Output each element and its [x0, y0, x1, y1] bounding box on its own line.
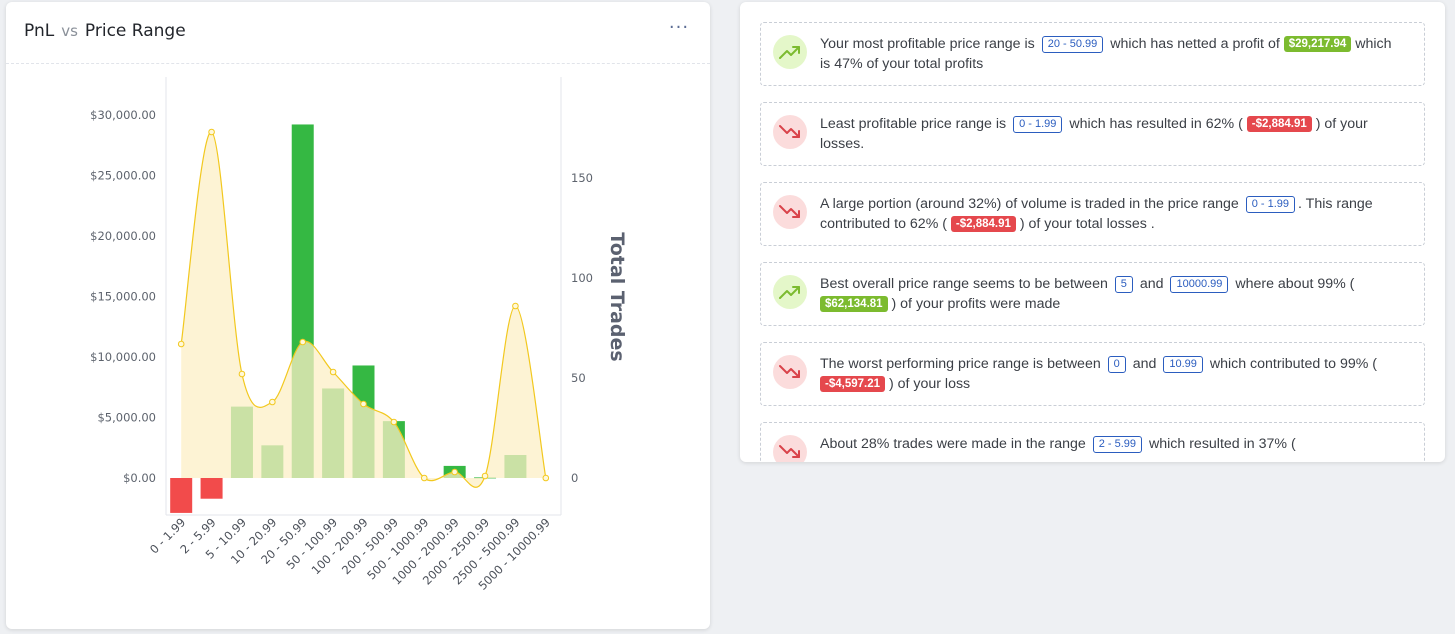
chart-area: $0.00 $5,000.00 $10,000.00 $15,000.00 $20,00…: [6, 65, 710, 625]
total-trades-point: [512, 302, 519, 310]
price-range-tag: 5: [1114, 276, 1133, 293]
insight-text-segment: A large portion (around 32%) of volume i…: [820, 196, 1243, 212]
total-trades-point: [329, 368, 337, 376]
insight-text-segment: and: [1128, 356, 1161, 372]
insight-text-segment: which resulted in 37% (: [1145, 436, 1296, 452]
price-range-tag: 0: [1107, 356, 1126, 373]
total-trades-point: [420, 474, 428, 482]
insight-text-segment: About 28% trades were made in the range: [820, 436, 1090, 452]
pnl-price-range-chart: $0.00 $5,000.00 $10,000.00 $15,000.00 $20,00…: [90, 77, 628, 593]
card-title: PnL vs Price Range: [24, 21, 186, 41]
more-options-button[interactable]: ···: [668, 19, 690, 40]
total-trades-area: [181, 131, 546, 488]
insights-list: Your most profitable price range is 20 -…: [760, 22, 1425, 462]
loss-badge: -$2,884.91: [950, 216, 1016, 232]
insight-text: Least profitable price range is 0 - 1.99…: [820, 114, 1402, 154]
insight-text-segment: The worst performing price range is betw…: [820, 356, 1105, 372]
y-right-axis-label: Total Trades: [606, 232, 628, 361]
insight-text-segment: Least profitable price range is: [820, 116, 1011, 132]
total-trades-point: [451, 468, 458, 476]
price-range-tag: 20 - 50.99: [1041, 36, 1104, 53]
price-range-tag: 10.99: [1163, 356, 1203, 373]
y-right-tick-label: 0: [571, 471, 578, 485]
y-left-tick-label: $5,000.00: [97, 411, 156, 425]
y-left-tick-label: $10,000.00: [90, 350, 156, 364]
loss-badge: -$4,597.21: [820, 376, 885, 392]
y-right-tick-label: 100: [571, 271, 593, 285]
insight-text-segment: ) of your total losses .: [1015, 216, 1155, 232]
total-trades-point: [208, 128, 215, 136]
insight-text: Your most profitable price range is 20 -…: [820, 34, 1402, 74]
price-range-tag: 0 - 1.99: [1013, 116, 1063, 133]
insight-text-segment: ) of your profits were made: [887, 296, 1061, 312]
y-left-tick-label: $30,000.00: [90, 108, 156, 122]
total-trades-point: [390, 418, 398, 426]
insight-item: Least profitable price range is 0 - 1.99…: [760, 102, 1425, 166]
insight-text-segment: Your most profitable price range is: [820, 36, 1039, 52]
insight-item: Your most profitable price range is 20 -…: [760, 22, 1425, 86]
total-trades-point: [299, 338, 307, 346]
total-trades-point: [269, 398, 276, 406]
pnl-bar: [200, 478, 223, 499]
card-header: PnL vs Price Range ···: [6, 2, 710, 64]
pnl-bar: [170, 478, 193, 513]
trending-up-icon: [773, 275, 807, 309]
y-left-tick-label: $20,000.00: [90, 229, 156, 243]
trending-down-icon: [773, 115, 807, 149]
insight-text-segment: which has netted a profit of: [1106, 36, 1284, 52]
trending-down-icon: [773, 435, 807, 462]
insight-text: About 28% trades were made in the range …: [820, 434, 1402, 454]
title-pnl: PnL: [24, 21, 55, 41]
total-trades-point: [360, 400, 367, 408]
insights-card: Your most profitable price range is 20 -…: [740, 2, 1445, 462]
total-trades-point: [481, 472, 489, 480]
insight-item: About 28% trades were made in the range …: [760, 422, 1425, 462]
insight-item: Best overall price range seems to be bet…: [760, 262, 1425, 326]
pnl-vs-price-range-card: PnL vs Price Range ··· $0.00 $5,000.00 $10,0…: [6, 2, 710, 629]
y-left-tick-label: $25,000.00: [90, 169, 156, 183]
insight-text-segment: where about 99% (: [1231, 276, 1355, 292]
total-trades-point: [177, 340, 185, 348]
total-trades-point: [542, 474, 550, 482]
more-dots-icon: ···: [668, 17, 690, 38]
insight-text: The worst performing price range is betw…: [820, 354, 1402, 394]
trending-up-icon: [773, 35, 807, 69]
insight-text-segment: ) of your losses.: [820, 116, 1368, 152]
price-range-tag: 2 - 5.99: [1092, 436, 1143, 453]
y-left-tick-label: $15,000.00: [90, 290, 156, 304]
insight-text-segment: Best overall price range seems to be bet…: [820, 276, 1112, 292]
y-right-tick-label: 150: [571, 171, 593, 185]
insight-text: Best overall price range seems to be bet…: [820, 274, 1402, 314]
insight-text-segment: ) of your loss: [885, 376, 971, 392]
trending-down-icon: [773, 355, 807, 389]
insight-text-segment: and: [1135, 276, 1168, 292]
total-trades-point: [238, 370, 246, 378]
y-left-tick-label: $0.00: [123, 471, 156, 485]
loss-badge: -$2,884.91: [1246, 116, 1312, 132]
profit-badge: $29,217.94: [1283, 36, 1352, 52]
title-vs: vs: [61, 22, 78, 40]
price-range-tag: 10000.99: [1170, 276, 1229, 293]
insight-item: A large portion (around 32%) of volume i…: [760, 182, 1425, 246]
insight-text-segment: which has resulted in 62% (: [1065, 116, 1247, 132]
insight-item: The worst performing price range is betw…: [760, 342, 1425, 406]
profit-badge: $62,134.81: [820, 296, 888, 312]
y-right-tick-label: 50: [571, 371, 586, 385]
insight-text: A large portion (around 32%) of volume i…: [820, 194, 1402, 234]
insight-text-segment: which is 47% of your total profits: [820, 36, 1392, 72]
insight-text-segment: which contributed to 99% (: [1205, 356, 1378, 372]
insight-text-segment: . This range contributed to 62% (: [820, 196, 1373, 232]
price-range-tag: 0 - 1.99: [1245, 196, 1296, 213]
trending-down-icon: [773, 195, 807, 229]
title-price-range: Price Range: [84, 21, 186, 41]
total-trades-line: [180, 131, 547, 488]
